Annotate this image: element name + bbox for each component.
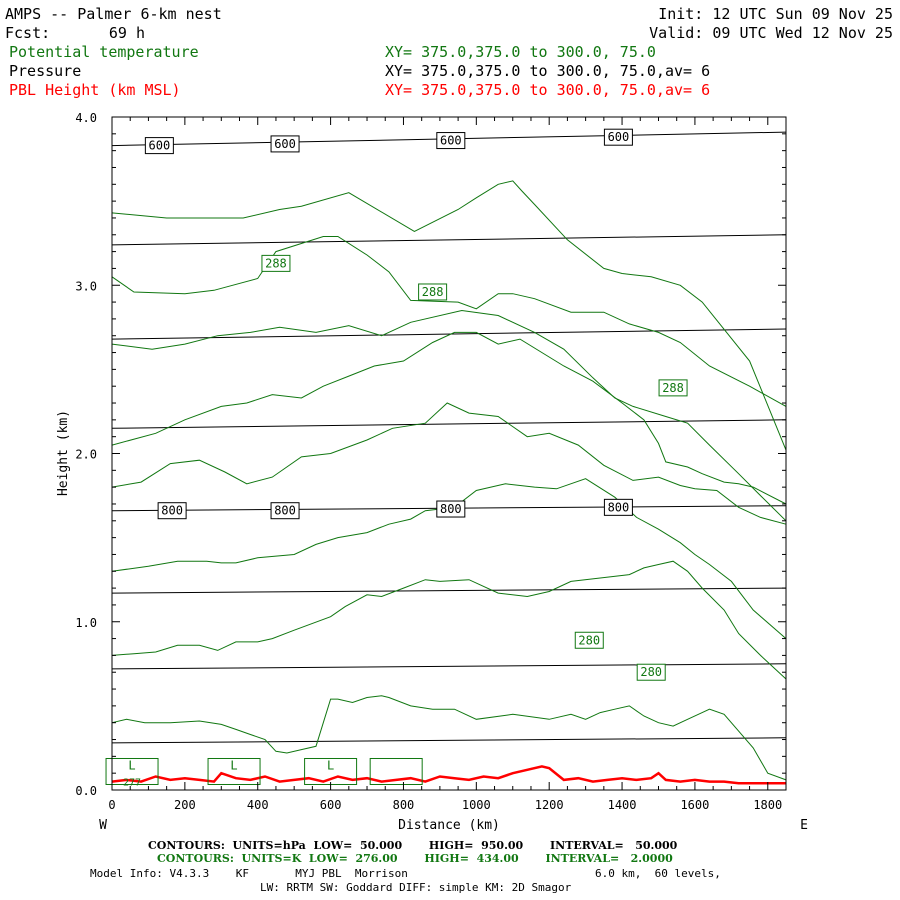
x-tick-label: 1000: [462, 798, 491, 812]
field-name-pbl: PBL Height (km MSL): [9, 81, 181, 99]
contour-label-box: [603, 498, 633, 516]
contour-value-label: 600: [149, 139, 171, 153]
y-tick-label: 1.0: [75, 616, 97, 630]
x-tick-label: 400: [247, 798, 269, 812]
isentrope-line-6: [111, 560, 787, 680]
contour-label-layer: 600 600 600 600 800 800 800 800 288 288 288 280 280 L…: [105, 128, 688, 789]
isobar-line-1: [111, 234, 787, 246]
isentrope-line-2: [111, 309, 787, 522]
isentrope-line-7: [111, 695, 787, 781]
x-tick-label: 1400: [608, 798, 637, 812]
isobar-line-3: [111, 419, 787, 429]
x-tick-label: 1200: [535, 798, 564, 812]
tick-layer: 0 200 400 600 800 1000 1200 1400 1600 1800 0.0 1.0 2…: [75, 111, 787, 812]
x-axis-east-label: E: [800, 818, 808, 833]
isentrope-line-1: [111, 236, 787, 407]
contour-value-label: 800: [274, 504, 296, 518]
init-time: Init: 12 UTC Sun 09 Nov 25: [658, 5, 893, 23]
isentrope-line-4: [111, 402, 787, 525]
lowest-theta-label: 277: [123, 778, 141, 789]
y-axis-title: Height (km): [56, 410, 71, 496]
field-name-pressure: Pressure: [9, 62, 81, 80]
isentrope-line-3: [111, 331, 787, 505]
footer-contours-theta: CONTOURS: UNITS=K LOW= 276.00 HIGH= 434.…: [157, 852, 673, 865]
x-axis-title: Distance (km): [398, 818, 500, 833]
contour-label-box: [574, 631, 604, 649]
x-tick-label: 600: [320, 798, 342, 812]
footer-model-info: Model Info: V4.3.3 KF MYJ PBL Morrison: [90, 867, 408, 880]
valid-time: Valid: 09 UTC Wed 12 Nov 25: [649, 24, 893, 42]
x-tick-label: 0: [108, 798, 115, 812]
low-marker-label: L: [327, 758, 334, 772]
contour-value-label: 288: [662, 381, 684, 395]
x-tick-label: 800: [393, 798, 415, 812]
isobar-line-6: [111, 663, 787, 670]
figure-title: AMPS -- Palmer 6-km nest: [5, 5, 222, 23]
contour-label-box: [144, 137, 174, 155]
x-tick-label: 1800: [753, 798, 782, 812]
contour-label-box: [270, 502, 300, 520]
footer-grid-info: 6.0 km, 60 levels,: [595, 867, 721, 880]
x-axis-west-label: W: [99, 818, 107, 833]
contour-label-box: [261, 254, 291, 272]
field-xy-pbl: XY= 375.0,375.0 to 300.0, 75.0,av= 6: [385, 81, 710, 99]
contour-layer: [111, 131, 787, 785]
low-marker-label: L: [230, 758, 237, 772]
contour-label-box: [369, 757, 423, 785]
isobar-line-5: [111, 587, 787, 594]
footer-contours-pressure: CONTOURS: UNITS=hPa LOW= 50.000 HIGH= 95…: [148, 839, 678, 852]
field-xy-theta: XY= 375.0,375.0 to 300.0, 75.0: [385, 43, 656, 61]
contour-label-box: [105, 757, 159, 785]
y-tick-label: 2.0: [75, 448, 97, 462]
isobar-line-2: [111, 328, 787, 340]
pbl-height-line: [111, 765, 786, 785]
y-tick-label: 4.0: [75, 111, 97, 125]
contour-label-box: [418, 283, 448, 301]
field-name-theta: Potential temperature: [9, 43, 199, 61]
contour-label-box: [436, 132, 466, 150]
contour-label-box: [658, 379, 688, 397]
contour-label-box: [603, 128, 633, 146]
contour-label-box: [157, 502, 187, 520]
contour-label-box: [270, 135, 300, 153]
forecast-hours: 69 h: [109, 24, 145, 42]
y-tick-label: 0.0: [75, 784, 97, 798]
contour-label-box: [207, 757, 261, 785]
forecast-label: Fcst:: [5, 24, 50, 42]
contour-value-label: 288: [265, 256, 287, 270]
x-tick-label: 1600: [680, 798, 709, 812]
contour-label-box: [436, 500, 466, 518]
contour-value-label: 600: [274, 137, 296, 151]
contour-value-label: 600: [440, 134, 462, 148]
contour-value-label: 800: [608, 500, 630, 514]
contour-label-box: [636, 663, 666, 681]
x-tick-label: 200: [174, 798, 196, 812]
contour-value-label: 280: [640, 665, 662, 679]
isobar-line-7: [111, 737, 787, 744]
contour-value-label: 800: [161, 504, 183, 518]
field-xy-pressure: XY= 375.0,375.0 to 300.0, 75.0,av= 6: [385, 62, 710, 80]
y-tick-label: 3.0: [75, 279, 97, 293]
contour-value-label: 288: [422, 285, 444, 299]
contour-value-label: 800: [440, 502, 462, 516]
low-marker-label: L: [128, 758, 135, 772]
contour-value-label: 600: [608, 130, 630, 144]
isentrope-line-0: [111, 180, 787, 451]
contour-value-label: 280: [578, 633, 600, 647]
footer-physics-info: LW: RRTM SW: Goddard DIFF: simple KM: 2D…: [260, 881, 572, 894]
